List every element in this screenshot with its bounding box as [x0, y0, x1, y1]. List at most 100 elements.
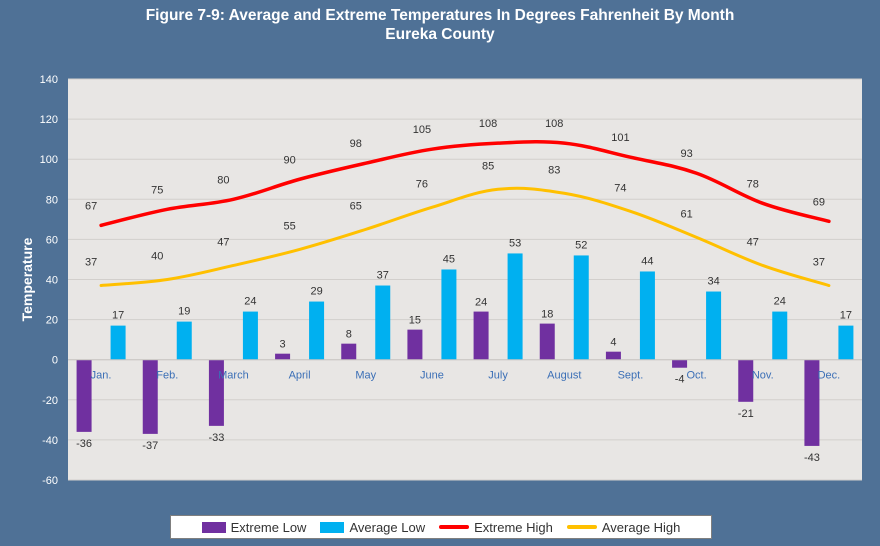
data-label-extreme-low: 3	[280, 339, 286, 351]
data-label-average-high: 40	[151, 251, 163, 263]
data-label-extreme-low: -4	[675, 374, 685, 386]
legend-label-average-high: Average High	[601, 519, 681, 535]
legend-item-average-high: Average High	[566, 519, 681, 535]
data-label-extreme-high: 98	[350, 138, 362, 150]
bar-extreme-low	[275, 353, 291, 360]
data-label-average-low: 17	[112, 310, 124, 322]
bar-extreme-low	[672, 359, 688, 368]
chart-title-block: Figure 7-9: Average and Extreme Temperat…	[0, 6, 880, 44]
data-label-extreme-low: -21	[738, 408, 754, 420]
bar-average-low	[573, 255, 589, 360]
data-label-extreme-high: 93	[680, 148, 692, 160]
data-label-extreme-low: 8	[346, 329, 352, 341]
data-label-extreme-low: 15	[409, 315, 421, 327]
bar-extreme-low	[804, 359, 820, 446]
y-tick-label: 0	[52, 355, 58, 367]
data-label-extreme-high: 67	[85, 200, 97, 212]
x-category-label: April	[289, 370, 311, 382]
data-label-average-low: 45	[443, 253, 455, 265]
x-category-label: June	[420, 370, 444, 382]
data-label-extreme-low: -33	[208, 432, 224, 444]
legend-item-extreme-high: Extreme High	[439, 520, 553, 535]
bar-extreme-low	[208, 359, 224, 426]
data-label-average-high: 83	[548, 164, 560, 176]
data-label-average-low: 44	[641, 255, 653, 267]
data-label-extreme-low: 24	[475, 297, 487, 309]
bar-average-low	[176, 321, 192, 360]
data-label-average-low: 24	[774, 296, 786, 308]
data-label-average-high: 37	[85, 257, 97, 269]
data-label-average-low: 34	[707, 276, 719, 288]
y-tick-label: -40	[42, 435, 58, 447]
data-label-average-low: 17	[840, 310, 852, 322]
bar-extreme-low	[605, 351, 621, 360]
data-label-average-high: 74	[614, 182, 626, 194]
line-average-high	[99, 186, 831, 288]
legend-item-extreme-low: Extreme Low	[201, 519, 307, 535]
data-label-extreme-high: 108	[545, 118, 563, 130]
data-label-extreme-high: 78	[747, 178, 759, 190]
bar-average-low	[375, 285, 391, 360]
x-category-label: July	[488, 370, 508, 382]
legend-label-average-low: Average Low	[349, 519, 426, 535]
data-label-extreme-low: -43	[804, 452, 820, 464]
data-label-average-low: 24	[244, 296, 256, 308]
line-extreme-high	[99, 140, 831, 228]
data-label-extreme-low: -37	[142, 440, 158, 452]
data-label-extreme-high: 101	[611, 132, 629, 144]
bar-average-low	[110, 325, 126, 360]
data-label-average-high: 47	[217, 236, 229, 248]
x-category-label: May	[355, 370, 376, 382]
data-label-extreme-low: 4	[610, 337, 616, 349]
data-label-extreme-high: 105	[413, 124, 431, 136]
x-category-label: Dec.	[818, 370, 841, 382]
bar-extreme-low	[341, 343, 357, 360]
bar-average-low	[309, 301, 325, 360]
y-tick-label: 140	[40, 74, 58, 86]
legend-swatch-extreme-high	[439, 525, 470, 529]
legend-swatch-extreme-low	[201, 521, 226, 533]
data-label-extreme-high: 90	[283, 154, 295, 166]
x-category-label: March	[218, 370, 249, 382]
x-category-label: Feb.	[156, 370, 178, 382]
data-label-extreme-low: -36	[76, 438, 92, 450]
legend-label-extreme-low: Extreme Low	[230, 519, 307, 535]
data-label-average-low: 52	[575, 239, 587, 251]
bar-extreme-low	[407, 329, 423, 360]
bar-extreme-low	[738, 359, 754, 402]
bar-average-low	[441, 269, 457, 360]
data-label-extreme-high: 69	[813, 196, 825, 208]
y-axis-title: Temperature	[19, 237, 35, 321]
y-tick-label: -60	[42, 475, 58, 487]
bar-extreme-low	[142, 359, 158, 434]
bar-average-low	[772, 311, 788, 360]
y-tick-label: -20	[42, 395, 58, 407]
data-label-average-high: 55	[283, 220, 295, 232]
legend-swatch-average-high	[566, 525, 597, 529]
data-label-extreme-high: 80	[217, 174, 229, 186]
data-label-extreme-high: 75	[151, 184, 163, 196]
data-label-average-high: 65	[350, 200, 362, 212]
legend-label-extreme-high: Extreme High	[474, 519, 553, 535]
data-label-average-low: 37	[377, 270, 389, 282]
data-label-extreme-low: 18	[541, 309, 553, 321]
bar-extreme-low	[473, 311, 489, 360]
bar-average-low	[838, 325, 854, 360]
x-category-label: Jan.	[91, 370, 112, 382]
chart-title: Figure 7-9: Average and Extreme Temperat…	[145, 7, 735, 24]
bar-extreme-low	[539, 323, 555, 360]
data-label-average-low: 53	[509, 237, 521, 249]
bar-average-low	[507, 253, 523, 360]
x-category-label: Nov.	[752, 370, 774, 382]
bar-average-low	[706, 291, 722, 360]
legend-swatch-average-low	[320, 521, 345, 533]
bar-average-low	[242, 311, 258, 360]
chart-legend: Extreme Low Average Low Extreme High Ave…	[170, 515, 712, 539]
data-label-average-high: 61	[680, 208, 692, 220]
y-tick-label: 60	[46, 234, 58, 246]
bar-extreme-low	[76, 359, 92, 432]
y-tick-label: 80	[46, 194, 58, 206]
data-label-average-low: 29	[310, 286, 322, 298]
